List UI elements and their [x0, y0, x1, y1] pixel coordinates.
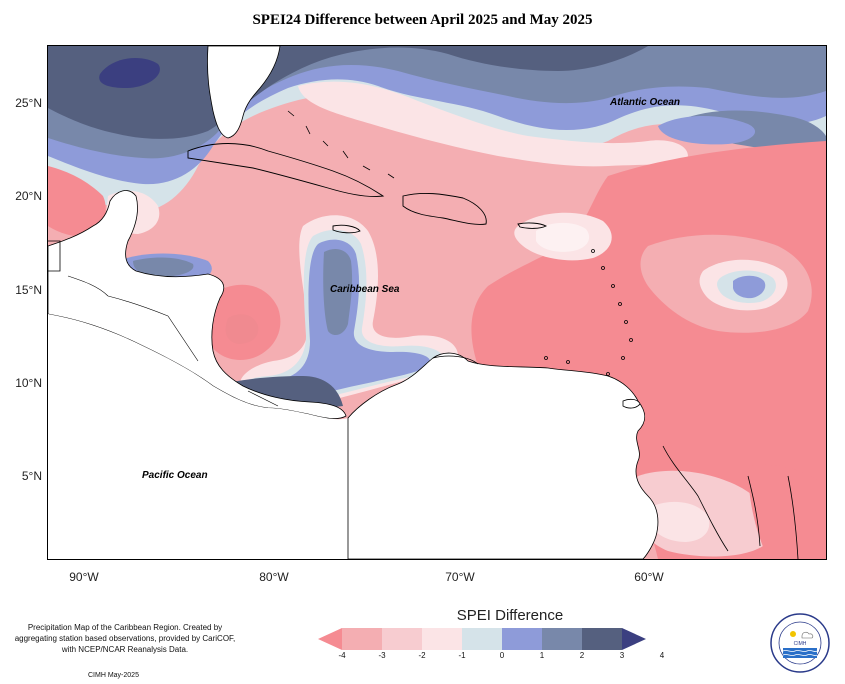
land-puerto-rico — [517, 222, 548, 229]
contour-caribbean-neg-core — [225, 314, 259, 344]
land-north-coast-venezuela — [432, 355, 479, 365]
contour-east-blue-core — [733, 275, 766, 299]
contour-atlantic-positive — [658, 115, 756, 145]
legend-tick-label: 2 — [579, 651, 585, 660]
legend-swatch — [542, 628, 582, 650]
lat-tick-15n: 15°N — [15, 283, 42, 297]
land-central-america — [48, 190, 347, 420]
legend-swatch — [342, 628, 382, 650]
legend-tick-label: -1 — [458, 651, 466, 660]
sun-icon — [790, 631, 796, 637]
legend-swatch — [622, 628, 646, 650]
legend-tick-label: 4 — [659, 651, 665, 660]
legend-tick-label: 3 — [619, 651, 625, 660]
credit-text: CIMH May-2025 — [88, 672, 139, 679]
land-florida — [207, 46, 281, 139]
land-south-america — [347, 352, 659, 559]
contour-north-positive-4 — [48, 46, 648, 139]
legend-tick-label: 1 — [539, 651, 545, 660]
legend-swatch — [502, 628, 542, 650]
lat-tick-10n: 10°N — [15, 376, 42, 390]
contour-caribbean-pos3 — [323, 249, 353, 336]
cloud-icon — [801, 631, 814, 639]
water-icon — [783, 648, 817, 658]
land-cuba — [187, 143, 385, 197]
lon-tick-60w: 60°W — [634, 570, 664, 584]
legend-tick-label: -4 — [338, 651, 346, 660]
land-guiana-borders — [662, 445, 799, 559]
legend-tick-label: -3 — [378, 651, 386, 660]
land-ca-borders — [67, 275, 279, 407]
lat-tick-5n: 5°N — [21, 469, 42, 483]
contour-guiana-lighter — [650, 501, 710, 542]
legend-swatch — [318, 628, 342, 650]
contour-gulf-neg — [48, 166, 106, 237]
land-jamaica — [332, 224, 361, 234]
land-lesser-antilles — [544, 249, 633, 376]
land-trinidad — [622, 398, 641, 409]
lon-tick-80w: 80°W — [259, 570, 289, 584]
contour-north-positive-5 — [99, 58, 160, 88]
map-panel — [47, 45, 827, 560]
lat-tick-20n: 20°N — [15, 189, 42, 203]
legend-colorbar — [318, 628, 646, 650]
lon-tick-70w: 70°W — [445, 570, 475, 584]
contour-bahamas-light — [298, 81, 688, 167]
lon-tick-90w: 90°W — [69, 570, 99, 584]
contour-guiana-strong — [748, 464, 826, 559]
map-title: SPEI24 Difference between April 2025 and… — [252, 12, 593, 28]
land-hispaniola — [402, 192, 487, 225]
land-pacific-white — [48, 314, 348, 559]
spei-contour-map — [48, 46, 826, 559]
cimh-logo: CIMH — [770, 613, 830, 673]
contour-honduras-pos2 — [133, 257, 194, 277]
legend-title: SPEI Difference — [456, 607, 564, 624]
legend-swatch — [422, 628, 462, 650]
label-atlantic-ocean: Atlantic Ocean — [610, 97, 681, 108]
label-caribbean-sea: Caribbean Sea — [330, 284, 400, 295]
legend-swatch — [582, 628, 622, 650]
legend-swatch — [462, 628, 502, 650]
legend-tick-label: -2 — [418, 651, 426, 660]
legend-swatch — [382, 628, 422, 650]
lat-tick-25n: 25°N — [15, 96, 42, 110]
logo-text: CIMH — [794, 641, 807, 647]
contour-leeward-lighter — [536, 222, 590, 252]
land-bahamas — [287, 110, 395, 179]
land-mexico-outline — [48, 240, 61, 272]
legend-tick-label: 0 — [499, 651, 505, 660]
source-note: Precipitation Map of the Caribbean Regio… — [14, 623, 236, 654]
label-pacific-ocean: Pacific Ocean — [142, 470, 208, 481]
